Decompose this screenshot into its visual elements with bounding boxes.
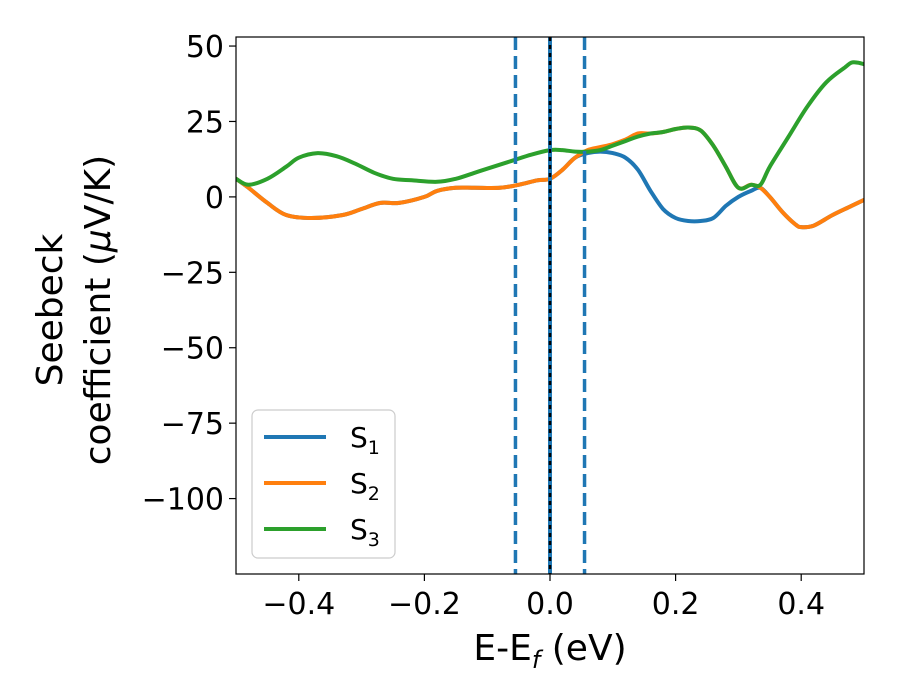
legend-label-s3: S3 xyxy=(350,513,380,551)
x-tick-label: −0.4 xyxy=(262,587,335,622)
legend: S1 S2 S3 xyxy=(251,409,396,559)
y-axis-label-mu: μ xyxy=(78,229,119,253)
y-tick-label: −100 xyxy=(142,483,224,518)
x-tick-label: −0.2 xyxy=(388,587,461,622)
series-line-s3 xyxy=(236,60,864,191)
series-layer xyxy=(236,60,864,230)
y-axis-label-pre: coefficient ( xyxy=(78,252,119,465)
y-axis-label-line1: Seebeck xyxy=(30,233,71,386)
x-tick-label: 0.4 xyxy=(777,587,825,622)
y-axis-ticks: 50 25 0 −25 −50 −75 −100 xyxy=(142,30,236,518)
y-tick-label: −75 xyxy=(161,407,224,442)
x-axis-label-tail: (eV) xyxy=(540,628,626,669)
vline-layer xyxy=(513,37,587,574)
x-tick-label: 0.2 xyxy=(652,587,700,622)
series-line-s2 xyxy=(236,125,864,230)
y-tick-label: 50 xyxy=(186,30,224,65)
x-axis-label-main: E-E xyxy=(473,628,531,669)
y-axis-label-post: V/K) xyxy=(78,155,119,229)
x-axis-label: E-Ef (eV) xyxy=(473,628,626,674)
x-axis-ticks: −0.4 −0.2 0.0 0.2 0.4 xyxy=(262,574,825,622)
legend-label-s2: S2 xyxy=(350,467,380,505)
y-tick-label: 25 xyxy=(186,105,224,140)
y-tick-label: −25 xyxy=(161,256,224,291)
x-tick-label: 0.0 xyxy=(526,587,574,622)
y-tick-label: 0 xyxy=(205,181,224,216)
legend-label-s1: S1 xyxy=(350,421,380,459)
y-tick-label: −50 xyxy=(161,332,224,367)
y-axis-label: Seebeck coefficient (μV/K) xyxy=(30,155,119,465)
y-axis-label-line2: coefficient (μV/K) xyxy=(78,155,119,465)
